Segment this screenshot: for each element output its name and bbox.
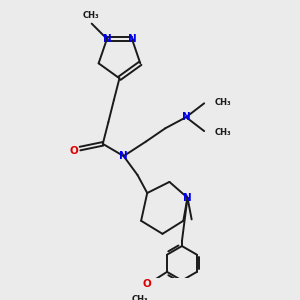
Text: N: N (182, 112, 190, 122)
Text: O: O (142, 279, 151, 289)
Text: O: O (70, 146, 78, 156)
Text: N: N (103, 34, 111, 44)
Text: N: N (183, 193, 192, 203)
Text: N: N (128, 34, 136, 44)
Text: CH₃: CH₃ (131, 295, 148, 300)
Text: CH₃: CH₃ (215, 128, 231, 137)
Text: CH₃: CH₃ (82, 11, 99, 20)
Text: CH₃: CH₃ (215, 98, 231, 107)
Text: N: N (119, 151, 128, 161)
